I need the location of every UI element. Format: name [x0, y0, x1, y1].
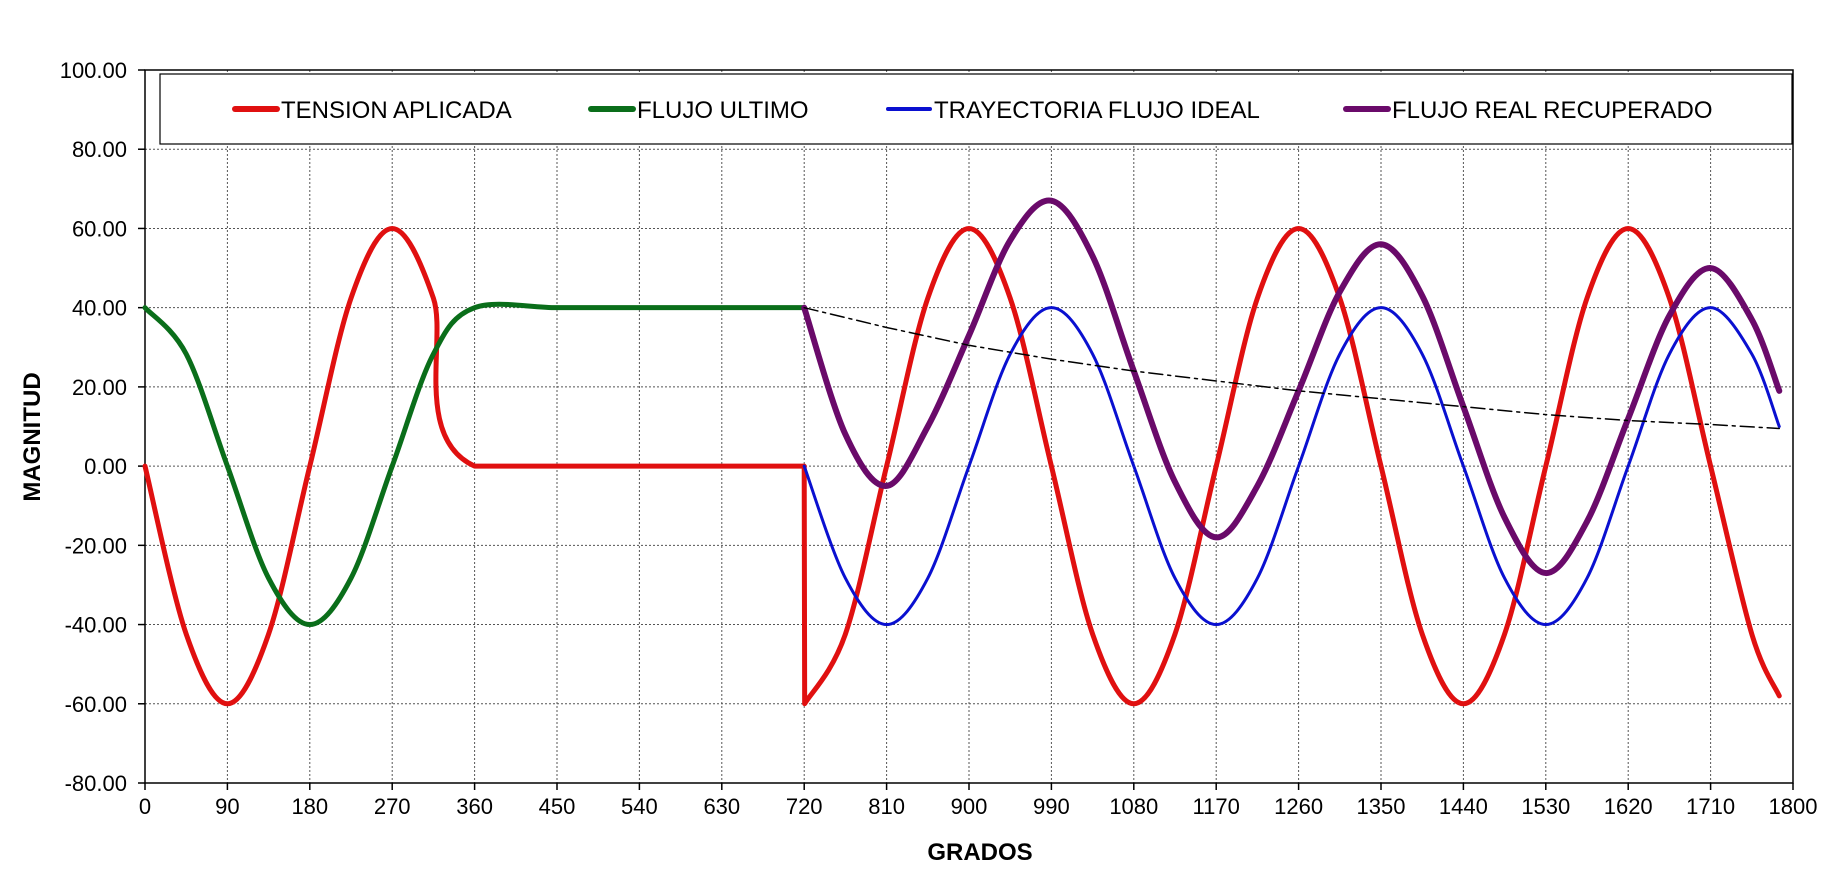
legend: TENSION APLICADA FLUJO ULTIMO TRAYECTORIA …: [159, 73, 1793, 145]
series-line-4: [801, 197, 1783, 577]
x-tick-label: 1800: [1769, 794, 1818, 819]
x-axis-title: GRADOS: [927, 839, 1032, 866]
series-line-1: [142, 225, 1782, 707]
x-tick-label: 810: [868, 794, 905, 819]
series-line-2: [142, 301, 807, 628]
y-tick-label: 80.00: [72, 137, 127, 162]
x-tick-label: 1530: [1521, 794, 1570, 819]
x-tick-label: 990: [1033, 794, 1070, 819]
series-line-5: [803, 306, 1781, 430]
y-tick-label: 40.00: [72, 296, 127, 321]
x-tick-label: 1080: [1109, 794, 1158, 819]
y-tick-label: 20.00: [72, 375, 127, 400]
series-group: [142, 197, 1783, 707]
y-tick-label: 100.00: [60, 58, 127, 83]
x-tick-label: 1440: [1439, 794, 1488, 819]
x-tick-label: 450: [539, 794, 576, 819]
y-axis-title: MAGNITUD: [19, 372, 46, 501]
legend-box: [159, 73, 1793, 145]
y-tick-label: -40.00: [65, 613, 127, 638]
x-tick-label: 720: [786, 794, 823, 819]
x-tick-label: 1170: [1193, 794, 1240, 819]
legend-entry: FLUJO ULTIMO: [637, 97, 809, 124]
x-tick-label: 0: [139, 794, 151, 819]
legend-entry: TRAYECTORIA FLUJO IDEAL: [934, 97, 1260, 124]
axes: [138, 69, 1794, 790]
x-tick-label: 1620: [1604, 794, 1653, 819]
x-tick-label: 1710: [1686, 794, 1735, 819]
tick-labels: 0 90 180 270 360 450 540 630 720 810 900 990 1080 117…: [60, 58, 1818, 819]
legend-entry: TENSION APLICADA: [281, 97, 512, 124]
x-tick-label: 540: [621, 794, 658, 819]
y-tick-label: -20.00: [65, 533, 127, 558]
x-tick-label: 180: [291, 794, 328, 819]
y-tick-label: 0.00: [84, 454, 127, 479]
legend-entry: FLUJO REAL RECUPERADO: [1392, 97, 1713, 124]
y-tick-label: -80.00: [65, 771, 127, 796]
x-tick-label: 630: [703, 794, 740, 819]
x-tick-label: 270: [374, 794, 411, 819]
plot-frame: [144, 69, 1794, 784]
x-tick-label: 1260: [1274, 794, 1323, 819]
y-tick-label: 60.00: [72, 216, 127, 241]
x-tick-label: 90: [215, 794, 239, 819]
x-tick-label: 1350: [1357, 794, 1406, 819]
y-tick-label: -60.00: [65, 692, 127, 717]
series-line-3: [802, 306, 1781, 627]
x-tick-label: 900: [951, 794, 988, 819]
x-tick-label: 360: [456, 794, 493, 819]
